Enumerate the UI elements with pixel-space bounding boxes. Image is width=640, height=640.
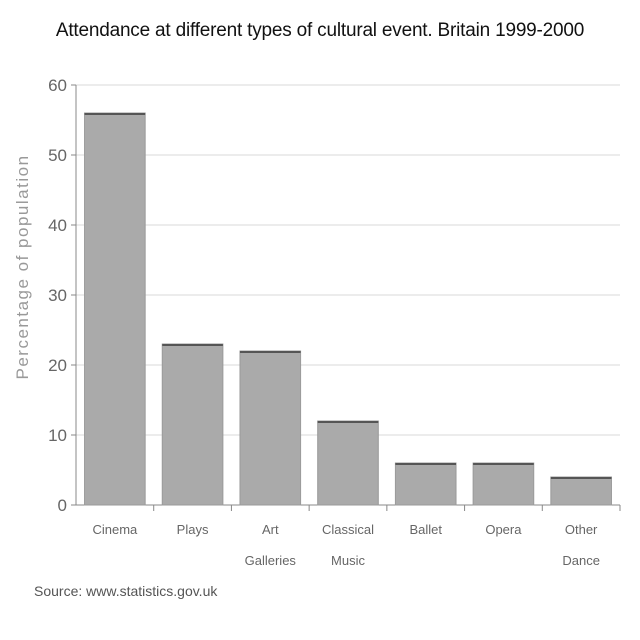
y-tick-label: 0	[58, 496, 67, 515]
y-tick-label: 10	[48, 426, 67, 445]
y-tick-label: 50	[48, 146, 67, 165]
x-tick-label: Opera	[485, 522, 522, 537]
bar-1	[161, 343, 224, 506]
x-tick-label: Galleries	[245, 553, 297, 568]
bar-0	[84, 112, 146, 506]
source-note: Source: www.statistics.gov.uk	[34, 583, 218, 599]
x-tick-label: Dance	[562, 553, 600, 568]
x-tick-label: Cinema	[92, 522, 138, 537]
x-tick-label: Classical	[322, 522, 374, 537]
y-tick-label: 20	[48, 356, 67, 375]
x-tick-label: Plays	[177, 522, 209, 537]
y-tick-label: 60	[48, 76, 67, 95]
x-tick-label: Art	[262, 522, 279, 537]
bar-4	[394, 462, 457, 506]
x-tick-label: Other	[565, 522, 598, 537]
bar-3	[317, 420, 379, 506]
bar-2	[239, 350, 302, 506]
bar-6	[550, 476, 612, 506]
bar-5	[472, 462, 535, 506]
x-tick-label: Music	[331, 553, 365, 568]
y-axis-label: Percentage of population	[13, 154, 32, 379]
y-tick-label: 30	[48, 286, 67, 305]
x-tick-label: Ballet	[409, 522, 442, 537]
y-tick-label: 40	[48, 216, 67, 235]
chart-title: Attendance at different types of cultura…	[55, 20, 585, 41]
